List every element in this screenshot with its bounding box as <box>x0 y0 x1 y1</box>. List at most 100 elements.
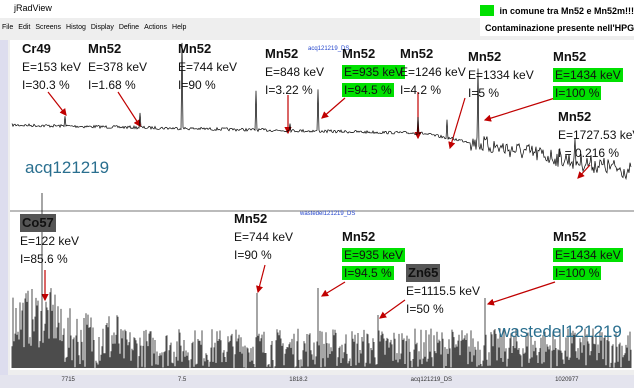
peak-intensity: I=100 % <box>553 86 602 100</box>
status-bar <box>0 375 634 388</box>
peak-annotation: Mn52 E=848 keV I=3.22 % <box>265 45 324 99</box>
line: I=3.22 % <box>265 81 324 99</box>
line: I=1.68 % <box>88 76 147 94</box>
status-field: 7.5 <box>177 377 187 383</box>
peak-energy: E=153 keV <box>22 60 82 74</box>
peak-annotation: Zn65 E=1115.5 keV I=50 % <box>406 264 480 318</box>
line: I=100 % <box>553 264 623 282</box>
peak-intensity: I=85.6 % <box>20 252 68 266</box>
peak-energy: E=935 keV <box>342 248 406 262</box>
peak-energy: E=1434 keV <box>553 248 623 262</box>
peak-annotation: Mn52 E=1434 keV I=100 % <box>553 48 623 102</box>
peak-intensity: I=50 % <box>406 302 444 316</box>
line: I = 0.216 % <box>558 144 634 162</box>
menu-item[interactable]: Histog <box>66 24 86 31</box>
peak-annotation: Mn52 E=1334 keV I=5 % <box>468 48 534 102</box>
peak-intensity: I=94.5 % <box>342 266 394 280</box>
ds-label: acq121219_DS <box>308 46 350 52</box>
menu-item[interactable]: Help <box>172 24 187 31</box>
peak-energy: E=122 keV <box>20 234 80 248</box>
nuclide-name: Cr49 <box>22 41 51 56</box>
menu-item[interactable]: File <box>2 24 14 31</box>
nuclide: Mn52 <box>88 40 147 58</box>
menu-item[interactable]: Actions <box>144 24 168 31</box>
peak-intensity: I = 0.216 % <box>558 146 620 160</box>
peak-intensity: I=30.3 % <box>22 78 70 92</box>
nuclide: Co57 <box>20 214 56 232</box>
status-field: acq121219_DS <box>410 377 453 383</box>
menu-bar: File Edit Screens Histog Display Define Action… <box>0 24 186 36</box>
legend-item: in comune tra Mn52 e Mn52m!!! <box>480 2 634 19</box>
top-panel <box>10 40 634 210</box>
peak-intensity: I=100 % <box>553 266 602 280</box>
spectrum-label: acq121219 <box>25 158 110 177</box>
line: I=30.3 % <box>22 76 81 94</box>
nuclide: Mn52 <box>400 45 466 63</box>
legend: in comune tra Mn52 e Mn52m!!! Contaminazi… <box>480 2 634 36</box>
peak-energy: E=848 keV <box>265 65 325 79</box>
legend-item: Contaminazione presente nell'HPGe del Ne… <box>480 19 634 36</box>
line: E=848 keV <box>265 63 324 81</box>
peak-annotation: Mn52 E=935 keV I=94.5 % <box>342 228 406 282</box>
legend-text: in comune tra Mn52 e Mn52m!!! <box>499 5 634 16</box>
menu-item[interactable]: Edit <box>18 24 31 31</box>
peak-annotation: Co57 E=122 keV I=85.6 % <box>20 214 79 268</box>
line: I=85.6 % <box>20 250 79 268</box>
nuclide-name: Mn52 <box>400 46 434 61</box>
peak-annotation: Mn52 E=1434 keV I=100 % <box>553 228 623 282</box>
line: I=100 % <box>553 84 623 102</box>
line: E=378 keV <box>88 58 147 76</box>
peak-intensity: I=94.5 % <box>342 83 394 97</box>
peak-intensity: I=1.68 % <box>88 78 136 92</box>
menu-item[interactable]: Screens <box>35 24 62 31</box>
nuclide: Mn52 <box>342 45 405 63</box>
line: I=90 % <box>234 246 293 264</box>
peak-annotation: Mn52 E=378 keV I=1.68 % <box>88 40 147 94</box>
line: I=4.2 % <box>400 81 466 99</box>
nuclide-name: Mn52 <box>553 49 587 64</box>
peak-intensity: I=5 % <box>468 86 500 100</box>
peak-energy: E=744 keV <box>178 60 238 74</box>
scroll-bar[interactable] <box>0 40 8 375</box>
peak-energy: E=1115.5 keV <box>406 284 480 298</box>
status-field: 7715 <box>61 377 75 383</box>
peak-annotation: Mn52 E=744 keV I=90 % <box>178 40 237 94</box>
line: I=94.5 % <box>342 264 405 282</box>
menu-item[interactable]: Define <box>118 24 140 31</box>
status-fields: 7715 7.5 1818.2 acq121219_DS 1020977 <box>10 377 630 383</box>
nuclide: Mn52 <box>178 40 237 58</box>
nuclide: Mn52 <box>553 48 623 66</box>
line: E=935 keV <box>342 63 406 81</box>
peak-intensity: I=4.2 % <box>400 83 442 97</box>
ds-label: wastedel121219_DS <box>300 211 356 217</box>
spectrum-label: wastedel121219 <box>498 322 622 341</box>
nuclide: Zn65 <box>406 264 441 282</box>
peak-energy: E=378 keV <box>88 60 148 74</box>
nuclide-name: Zn65 <box>408 265 439 280</box>
peak-intensity: I=90 % <box>178 78 216 92</box>
line: E=1246 keV <box>400 63 466 81</box>
line: I=50 % <box>406 300 480 318</box>
peak-annotation: Mn52 E=744 keV I=90 % <box>234 210 293 264</box>
peak-annotation: Mn52 E=1246 keV I=4.2 % <box>400 45 466 99</box>
peak-energy: E=744 keV <box>234 230 294 244</box>
legend-swatch <box>480 5 495 16</box>
line: I=5 % <box>468 84 534 102</box>
peak-annotation: Mn52 E=935 keV I=94.5 % <box>342 45 406 99</box>
menu-item[interactable]: Display <box>90 24 114 31</box>
line: E=1434 keV <box>553 246 623 264</box>
nuclide-name: Mn52 <box>468 49 502 64</box>
line: E=122 keV <box>20 232 79 250</box>
spectrum-top <box>11 42 632 181</box>
peak-annotation: Mn52 E=1727.53 keV I = 0.216 % <box>558 108 634 162</box>
peak-intensity: I=3.22 % <box>265 83 313 97</box>
peak-energy: E=1334 keV <box>468 68 534 82</box>
nuclide-name: Mn52 <box>265 46 299 61</box>
peak-energy: E=1434 keV <box>553 68 623 82</box>
nuclide: Mn52 <box>234 210 293 228</box>
nuclide: Mn52 <box>553 228 623 246</box>
peak-energy: E=935 keV <box>342 65 406 79</box>
arrows <box>41 91 591 319</box>
line: E=1334 keV <box>468 66 534 84</box>
